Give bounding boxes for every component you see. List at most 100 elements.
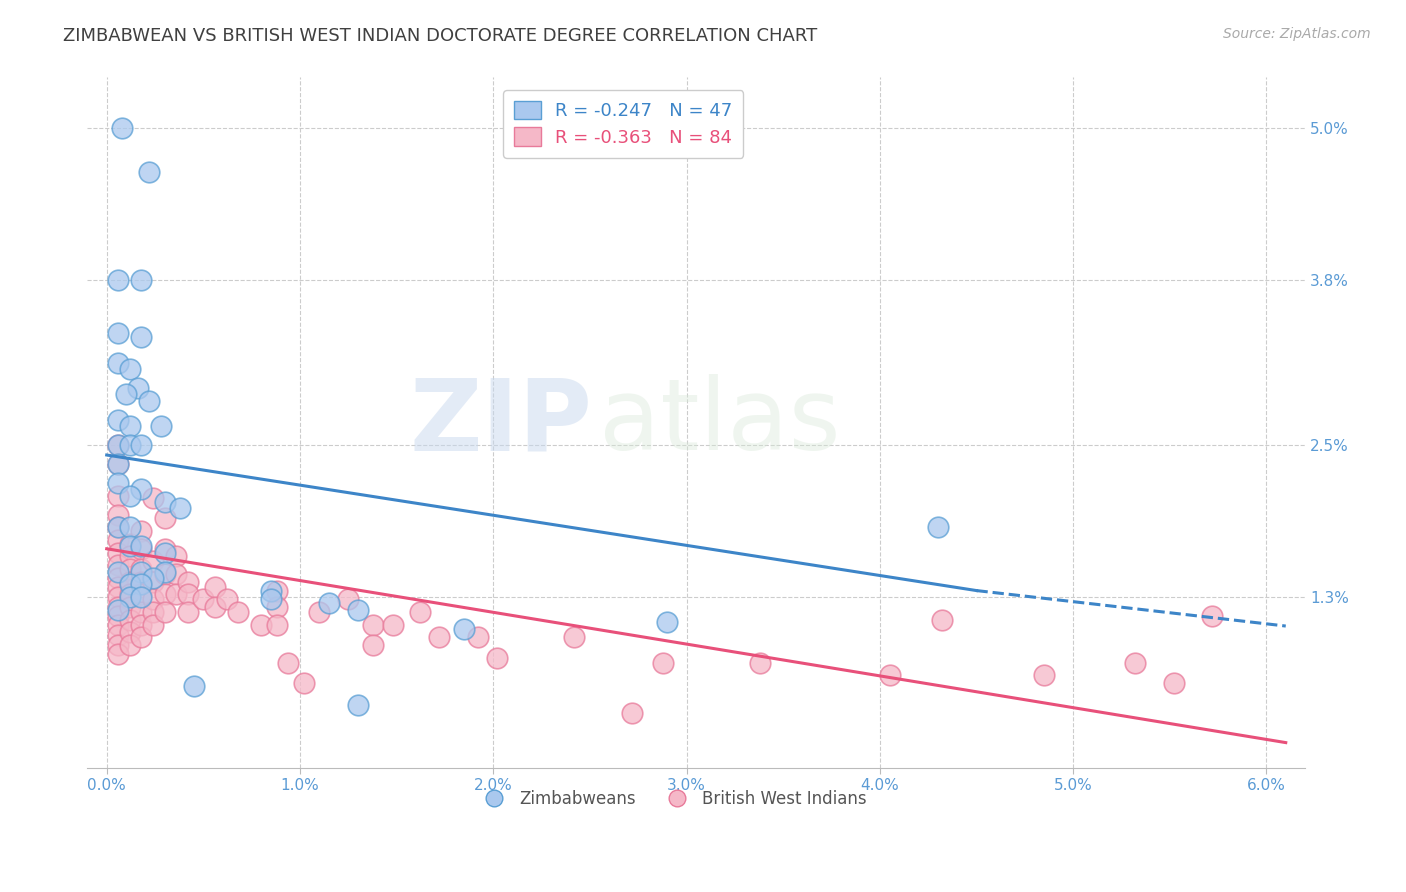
Point bbox=[277, 656, 299, 670]
Text: Source: ZipAtlas.com: Source: ZipAtlas.com bbox=[1223, 27, 1371, 41]
Point bbox=[260, 583, 283, 598]
Point bbox=[107, 580, 129, 594]
Point bbox=[107, 602, 129, 616]
Point bbox=[111, 121, 134, 136]
Point bbox=[486, 650, 509, 665]
Point bbox=[138, 165, 160, 179]
Point bbox=[169, 501, 191, 516]
Point bbox=[1123, 656, 1146, 670]
Point bbox=[621, 706, 644, 721]
Text: ZIMBABWEAN VS BRITISH WEST INDIAN DOCTORATE DEGREE CORRELATION CHART: ZIMBABWEAN VS BRITISH WEST INDIAN DOCTOR… bbox=[63, 27, 817, 45]
Point bbox=[107, 647, 129, 661]
Point bbox=[107, 571, 129, 585]
Point bbox=[266, 617, 288, 632]
Point bbox=[142, 605, 165, 619]
Point bbox=[107, 520, 129, 534]
Point bbox=[118, 549, 141, 564]
Point bbox=[118, 638, 141, 652]
Point bbox=[131, 587, 153, 601]
Point bbox=[165, 549, 187, 564]
Point bbox=[107, 457, 129, 471]
Point bbox=[131, 482, 153, 496]
Point bbox=[107, 565, 129, 579]
Point bbox=[363, 617, 385, 632]
Point bbox=[165, 587, 187, 601]
Point bbox=[131, 590, 153, 604]
Point bbox=[153, 545, 176, 559]
Point bbox=[131, 631, 153, 645]
Point bbox=[118, 489, 141, 503]
Point bbox=[131, 541, 153, 556]
Text: ZIP: ZIP bbox=[411, 374, 593, 471]
Point bbox=[193, 592, 215, 607]
Point bbox=[131, 577, 153, 591]
Point bbox=[266, 600, 288, 615]
Point bbox=[149, 418, 172, 433]
Point bbox=[107, 457, 129, 471]
Point bbox=[153, 605, 176, 619]
Point bbox=[142, 491, 165, 505]
Point bbox=[107, 326, 129, 341]
Point bbox=[107, 412, 129, 426]
Point bbox=[107, 545, 129, 559]
Point bbox=[153, 567, 176, 582]
Point bbox=[250, 617, 273, 632]
Point bbox=[215, 592, 238, 607]
Point bbox=[131, 524, 153, 538]
Point bbox=[1201, 608, 1223, 623]
Point bbox=[131, 539, 153, 553]
Point bbox=[749, 656, 772, 670]
Point bbox=[564, 631, 586, 645]
Point bbox=[153, 511, 176, 525]
Point bbox=[107, 273, 129, 287]
Point bbox=[131, 330, 153, 344]
Point bbox=[347, 698, 370, 712]
Point bbox=[118, 520, 141, 534]
Point bbox=[879, 668, 901, 682]
Point bbox=[308, 605, 330, 619]
Point bbox=[467, 631, 489, 645]
Point bbox=[107, 628, 129, 642]
Point bbox=[453, 622, 475, 636]
Point bbox=[131, 605, 153, 619]
Point bbox=[107, 475, 129, 490]
Point bbox=[107, 533, 129, 547]
Point bbox=[153, 541, 176, 556]
Point bbox=[131, 574, 153, 589]
Point bbox=[142, 574, 165, 589]
Point bbox=[337, 592, 360, 607]
Text: atlas: atlas bbox=[599, 374, 841, 471]
Point bbox=[153, 587, 176, 601]
Point bbox=[107, 638, 129, 652]
Point bbox=[204, 600, 226, 615]
Point bbox=[131, 438, 153, 452]
Point bbox=[652, 656, 675, 670]
Point bbox=[107, 438, 129, 452]
Point bbox=[107, 608, 129, 623]
Point bbox=[118, 438, 141, 452]
Point bbox=[165, 567, 187, 582]
Point bbox=[107, 590, 129, 604]
Point bbox=[118, 600, 141, 615]
Point bbox=[118, 625, 141, 640]
Point bbox=[260, 592, 283, 607]
Point bbox=[177, 587, 200, 601]
Point bbox=[363, 638, 385, 652]
Point bbox=[107, 355, 129, 369]
Point bbox=[266, 583, 288, 598]
Point bbox=[118, 539, 141, 553]
Point bbox=[1163, 676, 1185, 690]
Point bbox=[142, 571, 165, 585]
Point bbox=[381, 617, 404, 632]
Point bbox=[118, 537, 141, 551]
Point bbox=[107, 438, 129, 452]
Point bbox=[107, 520, 129, 534]
Point bbox=[115, 387, 138, 401]
Point bbox=[292, 676, 315, 690]
Point bbox=[183, 679, 205, 693]
Point bbox=[318, 596, 340, 610]
Point bbox=[127, 381, 149, 395]
Point bbox=[142, 592, 165, 607]
Point bbox=[118, 562, 141, 576]
Point bbox=[118, 590, 141, 604]
